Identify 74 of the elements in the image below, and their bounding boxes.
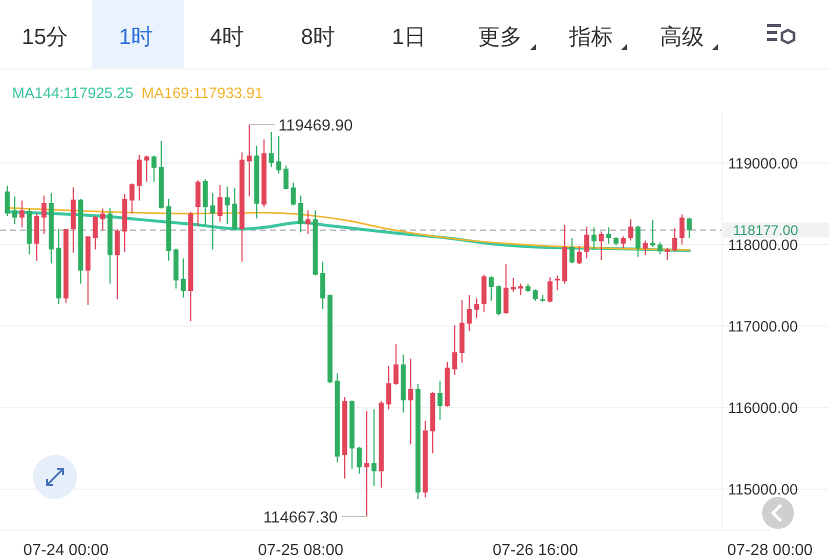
candlestick xyxy=(576,246,582,265)
candlestick xyxy=(510,277,516,292)
candlestick xyxy=(620,236,626,248)
candlestick xyxy=(672,228,678,252)
candlestick xyxy=(488,276,494,302)
candlestick xyxy=(658,241,662,255)
candlestick xyxy=(680,214,684,246)
candlestick xyxy=(452,324,458,376)
candlestick xyxy=(598,230,604,261)
text: 4时 xyxy=(210,24,244,49)
candlestick xyxy=(100,208,106,232)
candlestick xyxy=(4,185,10,217)
candlestick xyxy=(408,358,414,445)
candlestick xyxy=(606,226,612,244)
candlestick xyxy=(394,343,398,386)
candlestick xyxy=(554,274,560,291)
y-tick-label: 119000.00 xyxy=(728,155,798,172)
text: 8时 xyxy=(300,24,336,49)
text: 1时 xyxy=(118,24,154,49)
candlestick xyxy=(592,226,596,250)
candlestick xyxy=(130,182,134,214)
y-tick-label: 117000.00 xyxy=(728,318,798,336)
candlestick xyxy=(474,298,480,319)
candlestick xyxy=(284,164,288,190)
candlestick xyxy=(686,217,692,239)
candlestick xyxy=(628,218,634,242)
candlestick xyxy=(356,446,362,474)
candlestick xyxy=(642,240,648,256)
candlestick xyxy=(548,276,552,304)
text: 指标 xyxy=(568,24,613,49)
candlestick xyxy=(290,182,296,206)
candlestick xyxy=(386,365,392,410)
candlestick xyxy=(224,186,230,225)
candlestick xyxy=(532,288,538,302)
candlestick xyxy=(364,410,370,517)
candlestick xyxy=(636,225,640,258)
x-tick-label: 07-26 16:00 xyxy=(492,542,578,559)
candlestick xyxy=(20,200,24,228)
candlestick xyxy=(144,155,150,182)
x-tick-label: 07-24 00:00 xyxy=(23,542,109,559)
candlestick xyxy=(298,195,304,233)
x-tick-label: 07-25 08:00 xyxy=(258,542,344,559)
text: 15分 xyxy=(22,24,68,49)
candlestick xyxy=(210,192,216,250)
candlestick xyxy=(584,226,590,259)
annotation: 114667.30 xyxy=(263,509,338,526)
candlestick xyxy=(180,258,186,298)
candlestick xyxy=(268,131,274,168)
candlestick xyxy=(92,215,98,250)
candlestick xyxy=(664,247,670,261)
y-tick-label: 115000.00 xyxy=(728,482,798,499)
candlestick xyxy=(246,124,252,198)
x-tick-label: 07-28 00:00 xyxy=(727,542,813,559)
candlestick xyxy=(42,195,46,235)
text: 高级 xyxy=(660,24,704,49)
text: MA144:117925.25 xyxy=(12,85,134,102)
candlestick xyxy=(650,219,656,248)
ref-line-label: 118177.00 xyxy=(733,222,798,238)
candlestick xyxy=(218,184,222,222)
candlestick xyxy=(372,408,376,487)
candlestick xyxy=(570,237,574,264)
y-tick-label: 116000.00 xyxy=(728,400,798,418)
annotation: 119469.90 xyxy=(278,118,353,135)
candlestick xyxy=(466,294,472,332)
candlestick xyxy=(518,283,524,296)
candlestick xyxy=(152,155,156,182)
y-tick-label: 118000.00 xyxy=(728,237,798,254)
text: 更多 xyxy=(478,24,522,49)
text: MA169:117933.91 xyxy=(142,85,263,102)
candlestick xyxy=(438,380,442,420)
text: 1日 xyxy=(392,24,426,49)
candlestick xyxy=(276,135,282,174)
candlestick xyxy=(12,196,18,225)
candlestick xyxy=(306,210,310,235)
